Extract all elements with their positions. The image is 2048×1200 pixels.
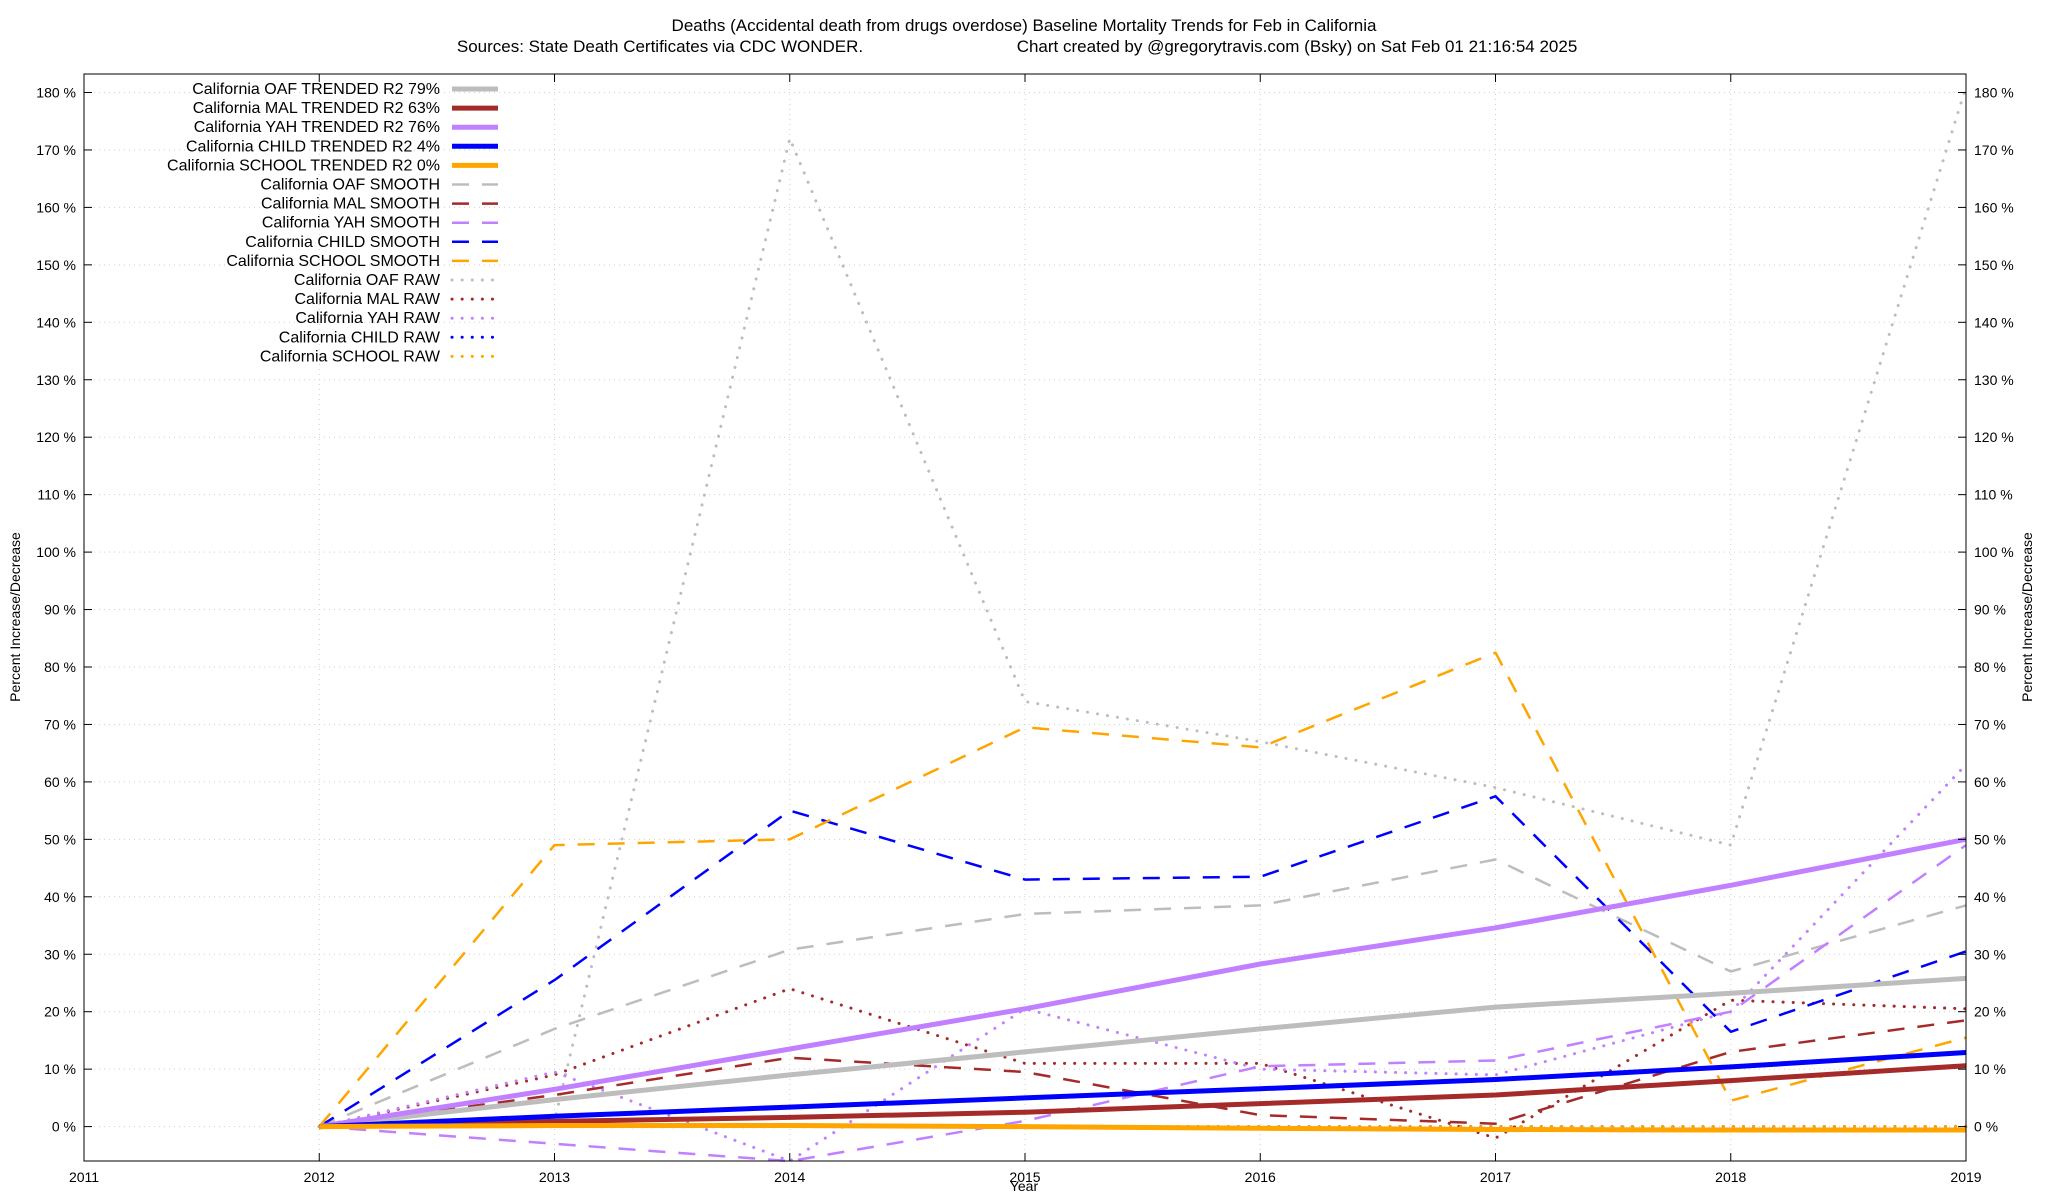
legend-label-california-oaf-trended-r2-79: California OAF TRENDED R2 79% <box>192 81 440 98</box>
y-tick-label: 130 % <box>36 372 76 388</box>
x-tick-label: 2015 <box>1009 1169 1040 1185</box>
y-tick-label: 70 % <box>44 716 76 732</box>
legend-label-california-child-raw: California CHILD RAW <box>279 329 441 346</box>
legend-label-california-oaf-smooth: California OAF SMOOTH <box>260 177 440 194</box>
series-line-california-yah-raw <box>317 763 1968 1163</box>
y-tick-label: 150 % <box>36 257 76 273</box>
legend-label-california-school-trended-r2-0: California SCHOOL TRENDED R2 0% <box>167 157 440 174</box>
x-tick-label: 2017 <box>1480 1169 1511 1185</box>
y-tick-label: 30 % <box>44 946 76 962</box>
series-line-california-mal-trended-r2-63 <box>319 1063 1967 1130</box>
legend-label-california-child-trended-r2-4: California CHILD TRENDED R2 4% <box>186 138 440 155</box>
y-tick-label: 90 % <box>44 602 76 618</box>
y2-tick-label: 100 % <box>1974 544 2014 560</box>
y2-tick-label: 120 % <box>1974 429 2014 445</box>
legend-label-california-child-smooth: California CHILD SMOOTH <box>245 234 440 251</box>
legend-label-california-yah-trended-r2-76: California YAH TRENDED R2 76% <box>194 119 440 136</box>
legend: California OAF TRENDED R2 79% California … <box>167 81 500 365</box>
y2-tick-label: 70 % <box>1974 716 2006 732</box>
y-tick-label: 10 % <box>44 1061 76 1077</box>
legend-label-california-yah-smooth: California YAH SMOOTH <box>262 215 440 232</box>
y2-axis-ticks: 0 % 10 % 20 % 30 % 40 % 50 % 60 % 70 % 80 % 90 % 1… <box>1958 85 2014 1135</box>
chart-subtitle-sources: Sources: State Death Certificates via CD… <box>457 37 863 56</box>
y-tick-label: 0 % <box>52 1119 76 1135</box>
series-line-california-yah-trended-r2-76 <box>318 836 1967 1130</box>
series-line-california-yah-smooth <box>319 844 1967 1163</box>
x-axis-ticks: 2011 2012 2013 2014 2015 2016 2017 2018 2019 <box>69 74 1982 1185</box>
y-tick-label: 110 % <box>37 487 76 503</box>
y-axis-ticks: 0 % 10 % 20 % 30 % 40 % 50 % 60 % 70 % 80 % 90 % 1… <box>36 85 92 1135</box>
y2-tick-label: 60 % <box>1974 774 2006 790</box>
y2-tick-label: 180 % <box>1974 85 2014 101</box>
series-line-california-mal-smooth <box>319 1019 1967 1128</box>
series-line-california-oaf-raw <box>317 85 1968 1129</box>
x-tick-label: 2011 <box>69 1169 99 1185</box>
y-tick-label: 120 % <box>36 429 76 445</box>
y-tick-label: 60 % <box>44 774 76 790</box>
legend-label-california-yah-raw: California YAH RAW <box>295 310 441 327</box>
legend-label-california-mal-trended-r2-63: California MAL TRENDED R2 63% <box>193 100 440 117</box>
y2-tick-label: 140 % <box>1974 314 2014 330</box>
series-line-california-school-trended-r2-0 <box>319 1123 1966 1133</box>
y-tick-label: 50 % <box>44 831 76 847</box>
x-tick-label: 2018 <box>1715 1169 1746 1185</box>
y2-tick-label: 170 % <box>1974 142 2014 158</box>
series-line-california-oaf-trended-r2-79 <box>319 975 1967 1130</box>
y2-tick-label: 150 % <box>1974 257 2014 273</box>
x-tick-label: 2019 <box>1950 1169 1981 1185</box>
y-tick-label: 180 % <box>36 85 76 101</box>
y-tick-label: 80 % <box>44 659 76 675</box>
legend-label-california-school-smooth: California SCHOOL SMOOTH <box>226 253 440 270</box>
y-tick-label: 100 % <box>36 544 76 560</box>
y2-tick-label: 80 % <box>1974 659 2006 675</box>
legend-label-california-mal-raw: California MAL RAW <box>294 291 440 308</box>
x-tick-label: 2014 <box>774 1169 805 1185</box>
series-line-california-child-smooth <box>318 795 1967 1128</box>
series-line-california-school-smooth <box>318 651 1967 1128</box>
legend-label-california-school-raw: California SCHOOL RAW <box>260 348 441 365</box>
series-line-california-child-trended-r2-4 <box>319 1050 1967 1130</box>
x-tick-label: 2013 <box>539 1169 570 1185</box>
legend-label-california-oaf-raw: California OAF RAW <box>294 272 441 289</box>
y-tick-label: 160 % <box>36 199 76 215</box>
series-lines <box>317 85 1968 1163</box>
grid-lines <box>83 74 1967 1161</box>
chart-subtitle-credit: Chart created by @gregorytravis.com (Bsk… <box>1017 37 1578 56</box>
y-tick-label: 140 % <box>36 314 76 330</box>
chart-title: Deaths (Accidental death from drugs over… <box>672 16 1377 35</box>
series-line-california-mal-raw <box>317 987 1968 1140</box>
y2-tick-label: 40 % <box>1974 889 2006 905</box>
legend-label-california-mal-smooth: California MAL SMOOTH <box>261 196 440 213</box>
x-tick-label: 2016 <box>1245 1169 1276 1185</box>
y2-tick-label: 10 % <box>1974 1061 2006 1077</box>
y2-axis-label: Percent Increase/Decrease <box>2019 532 2035 702</box>
x-tick-label: 2012 <box>304 1169 335 1185</box>
y-axis-label: Percent Increase/Decrease <box>7 532 23 702</box>
y2-tick-label: 20 % <box>1974 1004 2006 1020</box>
y2-tick-label: 0 % <box>1974 1119 1998 1135</box>
y-tick-label: 170 % <box>36 142 76 158</box>
y-tick-label: 20 % <box>44 1004 76 1020</box>
y2-tick-label: 130 % <box>1974 372 2014 388</box>
y2-tick-label: 50 % <box>1974 831 2006 847</box>
y-tick-label: 40 % <box>44 889 76 905</box>
y2-tick-label: 160 % <box>1974 199 2014 215</box>
y2-tick-label: 30 % <box>1974 946 2006 962</box>
x-axis-label: Year <box>1010 1178 1039 1194</box>
y2-tick-label: 110 % <box>1974 487 2013 503</box>
y2-tick-label: 90 % <box>1974 602 2006 618</box>
